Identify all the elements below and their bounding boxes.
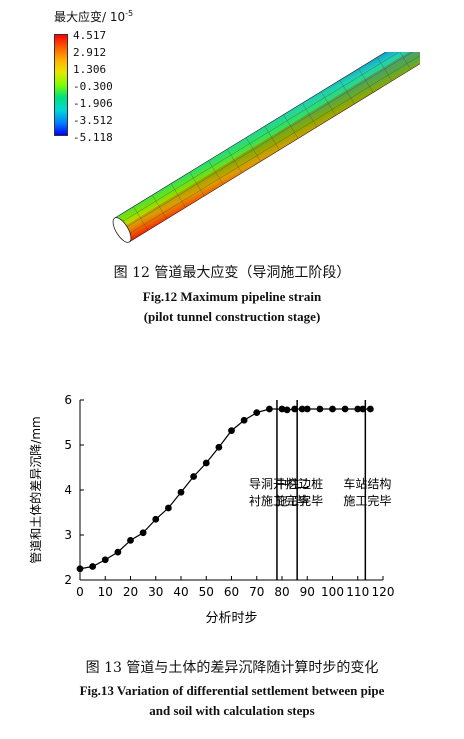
- data-point: [341, 405, 349, 413]
- data-point: [283, 406, 291, 414]
- x-axis-label: 分析时步: [205, 611, 257, 626]
- y-tick-label: 3: [64, 528, 72, 542]
- x-tick-label: 30: [148, 585, 163, 599]
- data-point: [354, 405, 362, 413]
- x-tick-label: 60: [224, 585, 239, 599]
- data-point: [89, 563, 97, 570]
- event-label-line2: 施工完毕: [275, 493, 323, 508]
- figure12-caption-cn: 图 12 管道最大应变（导洞施工阶段）: [113, 265, 351, 281]
- data-point: [101, 556, 109, 564]
- data-point: [359, 405, 367, 413]
- event-label: 导洞开挖二: [249, 476, 309, 491]
- data-point: [164, 504, 172, 512]
- data-point: [139, 529, 147, 537]
- data-point: [152, 515, 160, 523]
- data-point: [190, 473, 198, 480]
- event-label-line2: 衬施工完毕: [249, 493, 309, 508]
- data-point: [202, 459, 210, 467]
- pipeline-strain-render: [112, 52, 420, 243]
- legend-value: -1.906: [73, 97, 113, 110]
- y-tick-label: 2: [64, 573, 72, 587]
- y-tick-label: 6: [64, 393, 72, 407]
- data-point: [316, 405, 324, 413]
- event-label: 车站结构: [343, 476, 391, 491]
- figure12-caption-en: Fig.12 Maximum pipeline strain: [142, 289, 322, 304]
- x-tick-label: 100: [321, 585, 344, 599]
- x-tick-label: 10: [98, 585, 113, 599]
- x-tick-label: 120: [372, 585, 395, 599]
- y-axis-label: 管道和土体的差异沉降/mm: [28, 416, 43, 563]
- x-tick-label: 90: [300, 585, 315, 599]
- legend-color-bar: [54, 34, 68, 136]
- series-line: [79, 408, 371, 570]
- x-tick-label: 110: [346, 585, 369, 599]
- figure13-caption-en-line2: and soil with calculation steps: [149, 703, 315, 718]
- data-point: [298, 405, 306, 413]
- data-point: [291, 405, 299, 413]
- data-point: [228, 427, 235, 434]
- legend-value: -5.118: [73, 131, 113, 144]
- data-point: [76, 565, 84, 573]
- legend-value: 1.306: [73, 63, 107, 76]
- event-label: 中柱边桩: [275, 476, 323, 491]
- legend-value: -3.512: [73, 114, 113, 127]
- data-point: [265, 405, 273, 413]
- figure13-caption-cn: 图 13 管道与土体的差异沉降随计算时步的变化: [85, 660, 379, 676]
- event-label-line2: 施工完毕: [343, 493, 391, 508]
- data-point: [253, 409, 261, 416]
- y-tick-label: 5: [64, 438, 72, 452]
- data-point: [240, 416, 248, 424]
- y-tick-label: 4: [64, 483, 72, 497]
- data-point: [278, 405, 286, 413]
- x-tick-label: 50: [199, 585, 214, 599]
- x-tick-label: 80: [274, 585, 289, 599]
- legend-value: 2.912: [73, 46, 107, 59]
- figure12-caption-en-line2: (pilot tunnel construction stage): [143, 309, 321, 324]
- x-tick-label: 40: [173, 585, 188, 599]
- data-point: [177, 488, 185, 496]
- data-point: [366, 405, 374, 413]
- legend-value: 4.517: [73, 29, 107, 42]
- data-point: [114, 548, 122, 556]
- data-point: [303, 405, 311, 413]
- data-point: [329, 405, 336, 413]
- x-tick-label: 20: [123, 585, 138, 599]
- settlement-chart: 0 10 20 30 40 50 60 70 80 90 100 110 120 2 3 4 5 6 分析时步 管道和…: [28, 393, 395, 626]
- legend-title: 最大应变/ 10-5: [54, 9, 134, 24]
- data-point: [215, 443, 223, 451]
- x-tick-label: 70: [249, 585, 264, 599]
- data-point: [127, 537, 134, 544]
- x-tick-label: 0: [76, 585, 84, 599]
- legend-value: -0.300: [73, 80, 113, 93]
- figure13-caption-en: Fig.13 Variation of differential settlem…: [79, 683, 385, 698]
